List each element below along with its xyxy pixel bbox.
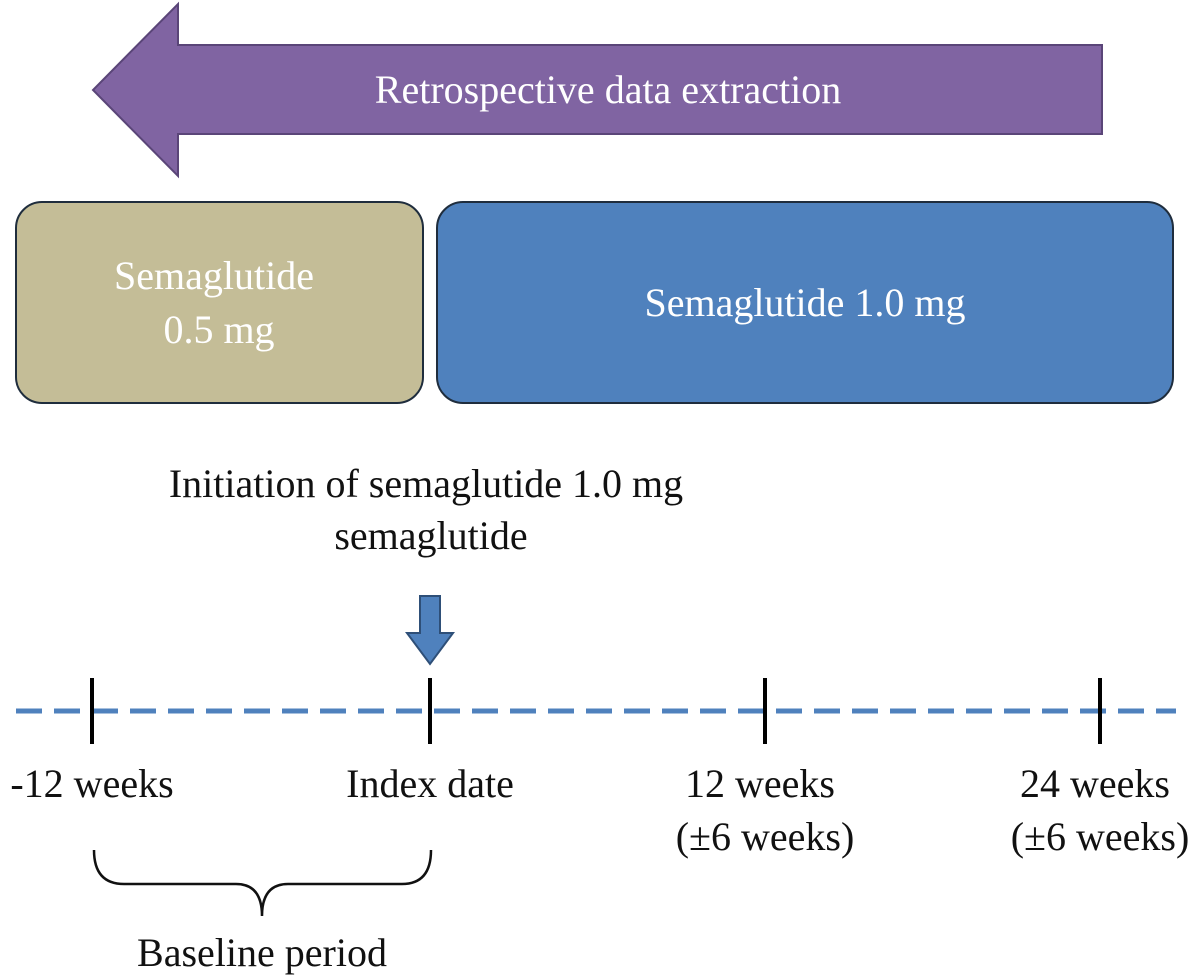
phase-box-1-0mg-label: Semaglutide 1.0 mg (644, 280, 965, 325)
extraction-arrow-label: Retrospective data extraction (375, 67, 841, 112)
baseline-brace (92, 849, 433, 917)
phase-box-0-5mg-shape (15, 201, 424, 404)
initiation-label: Initiation of semaglutide 1.0 mg semaglu… (169, 461, 693, 558)
timeline-label-24-weeks: 24 weeks (±6 weeks) (1011, 761, 1190, 859)
phase-box-1-0mg: Semaglutide 1.0 mg (436, 201, 1174, 404)
phase-box-0-5mg-label: Semaglutide 0.5 mg (114, 253, 324, 352)
timeline-label-minus-12-weeks: -12 weeks (10, 761, 173, 806)
phase-box-1-0mg-shape (436, 201, 1174, 404)
baseline-period-label: Baseline period (137, 930, 387, 975)
index-down-arrow (405, 595, 455, 666)
timeline-label-index-date: Index date (346, 761, 514, 806)
timeline-label-12-weeks: 12 weeks (±6 weeks) (676, 761, 855, 859)
timeline: -12 weeks Index date 12 weeks (±6 weeks)… (10, 678, 1189, 859)
phase-box-0-5mg: Semaglutide 0.5 mg (15, 201, 424, 404)
extraction-arrow-shape (91, 1, 1103, 179)
extraction-arrow: Retrospective data extraction (91, 1, 1103, 179)
